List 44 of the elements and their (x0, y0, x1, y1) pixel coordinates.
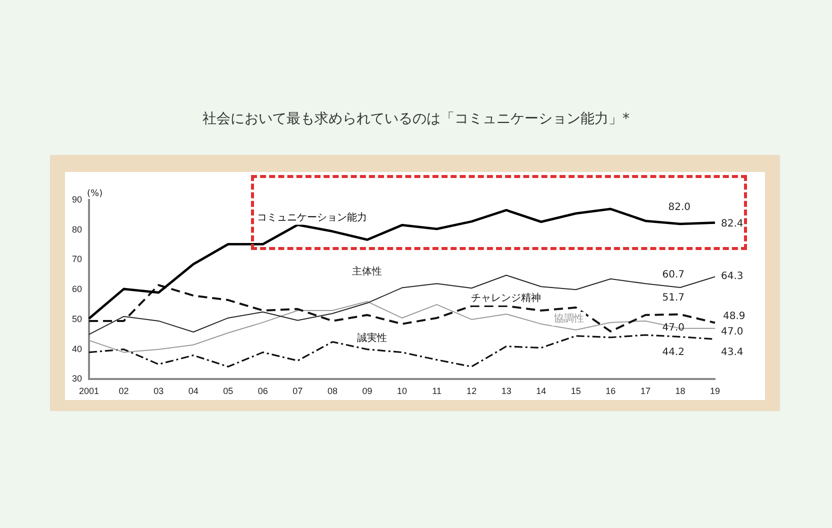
x-tick-label: 18 (675, 386, 686, 396)
line-series (88, 284, 716, 332)
data-label: 82.4 (721, 218, 744, 230)
data-label: 47.0 (721, 326, 744, 338)
series-label: 誠実性 (357, 332, 388, 344)
x-tick-label: 2001 (78, 386, 100, 396)
x-tick-label: 19 (710, 386, 720, 396)
data-label: 48.9 (723, 310, 746, 322)
series-label: 主体性 (352, 265, 382, 278)
y-tick-label: 90 (72, 194, 82, 204)
y-tick-label: 40 (72, 344, 82, 354)
x-tick-label: 11 (432, 386, 442, 396)
series-label: コミュニケーション能力 (257, 211, 368, 224)
y-tick-label: 50 (72, 314, 82, 324)
x-tick-label: 07 (292, 386, 303, 396)
data-label: 64.3 (721, 270, 744, 282)
x-tick-label: 10 (397, 386, 408, 396)
y-tick-label: 30 (72, 374, 82, 384)
y-tick-label: 70 (72, 254, 82, 264)
x-tick-label: 12 (466, 386, 477, 396)
x-tick-label: 02 (118, 386, 129, 396)
series-label: チャレンジ精神 (471, 292, 542, 304)
data-label: 82.0 (668, 202, 690, 213)
x-tick-label: 15 (570, 386, 581, 396)
y-axis-title: (%) (87, 189, 103, 199)
x-tick-label: 13 (501, 386, 512, 396)
x-tick-label: 05 (223, 386, 234, 396)
x-tick-label: 03 (154, 386, 164, 396)
x-tick-label: 09 (362, 386, 372, 396)
x-tick-label: 14 (536, 386, 546, 396)
x-tick-label: 17 (640, 386, 650, 396)
data-label: 44.2 (662, 346, 684, 358)
y-tick-label: 80 (72, 224, 82, 234)
x-tick-label: 04 (188, 386, 198, 396)
x-tick-label: 06 (258, 386, 268, 396)
data-label: 60.7 (662, 270, 684, 281)
data-label: 47.0 (662, 322, 684, 334)
data-label: 43.4 (721, 347, 744, 358)
series-label: 協調性 (554, 312, 584, 325)
y-tick-label: 60 (72, 284, 82, 294)
data-label: 51.7 (662, 292, 684, 304)
chart-title: 社会において最も求められているのは「コミュニケーション能力」* (202, 110, 630, 128)
x-tick-label: 08 (327, 386, 338, 396)
x-tick-label: 16 (606, 386, 616, 396)
